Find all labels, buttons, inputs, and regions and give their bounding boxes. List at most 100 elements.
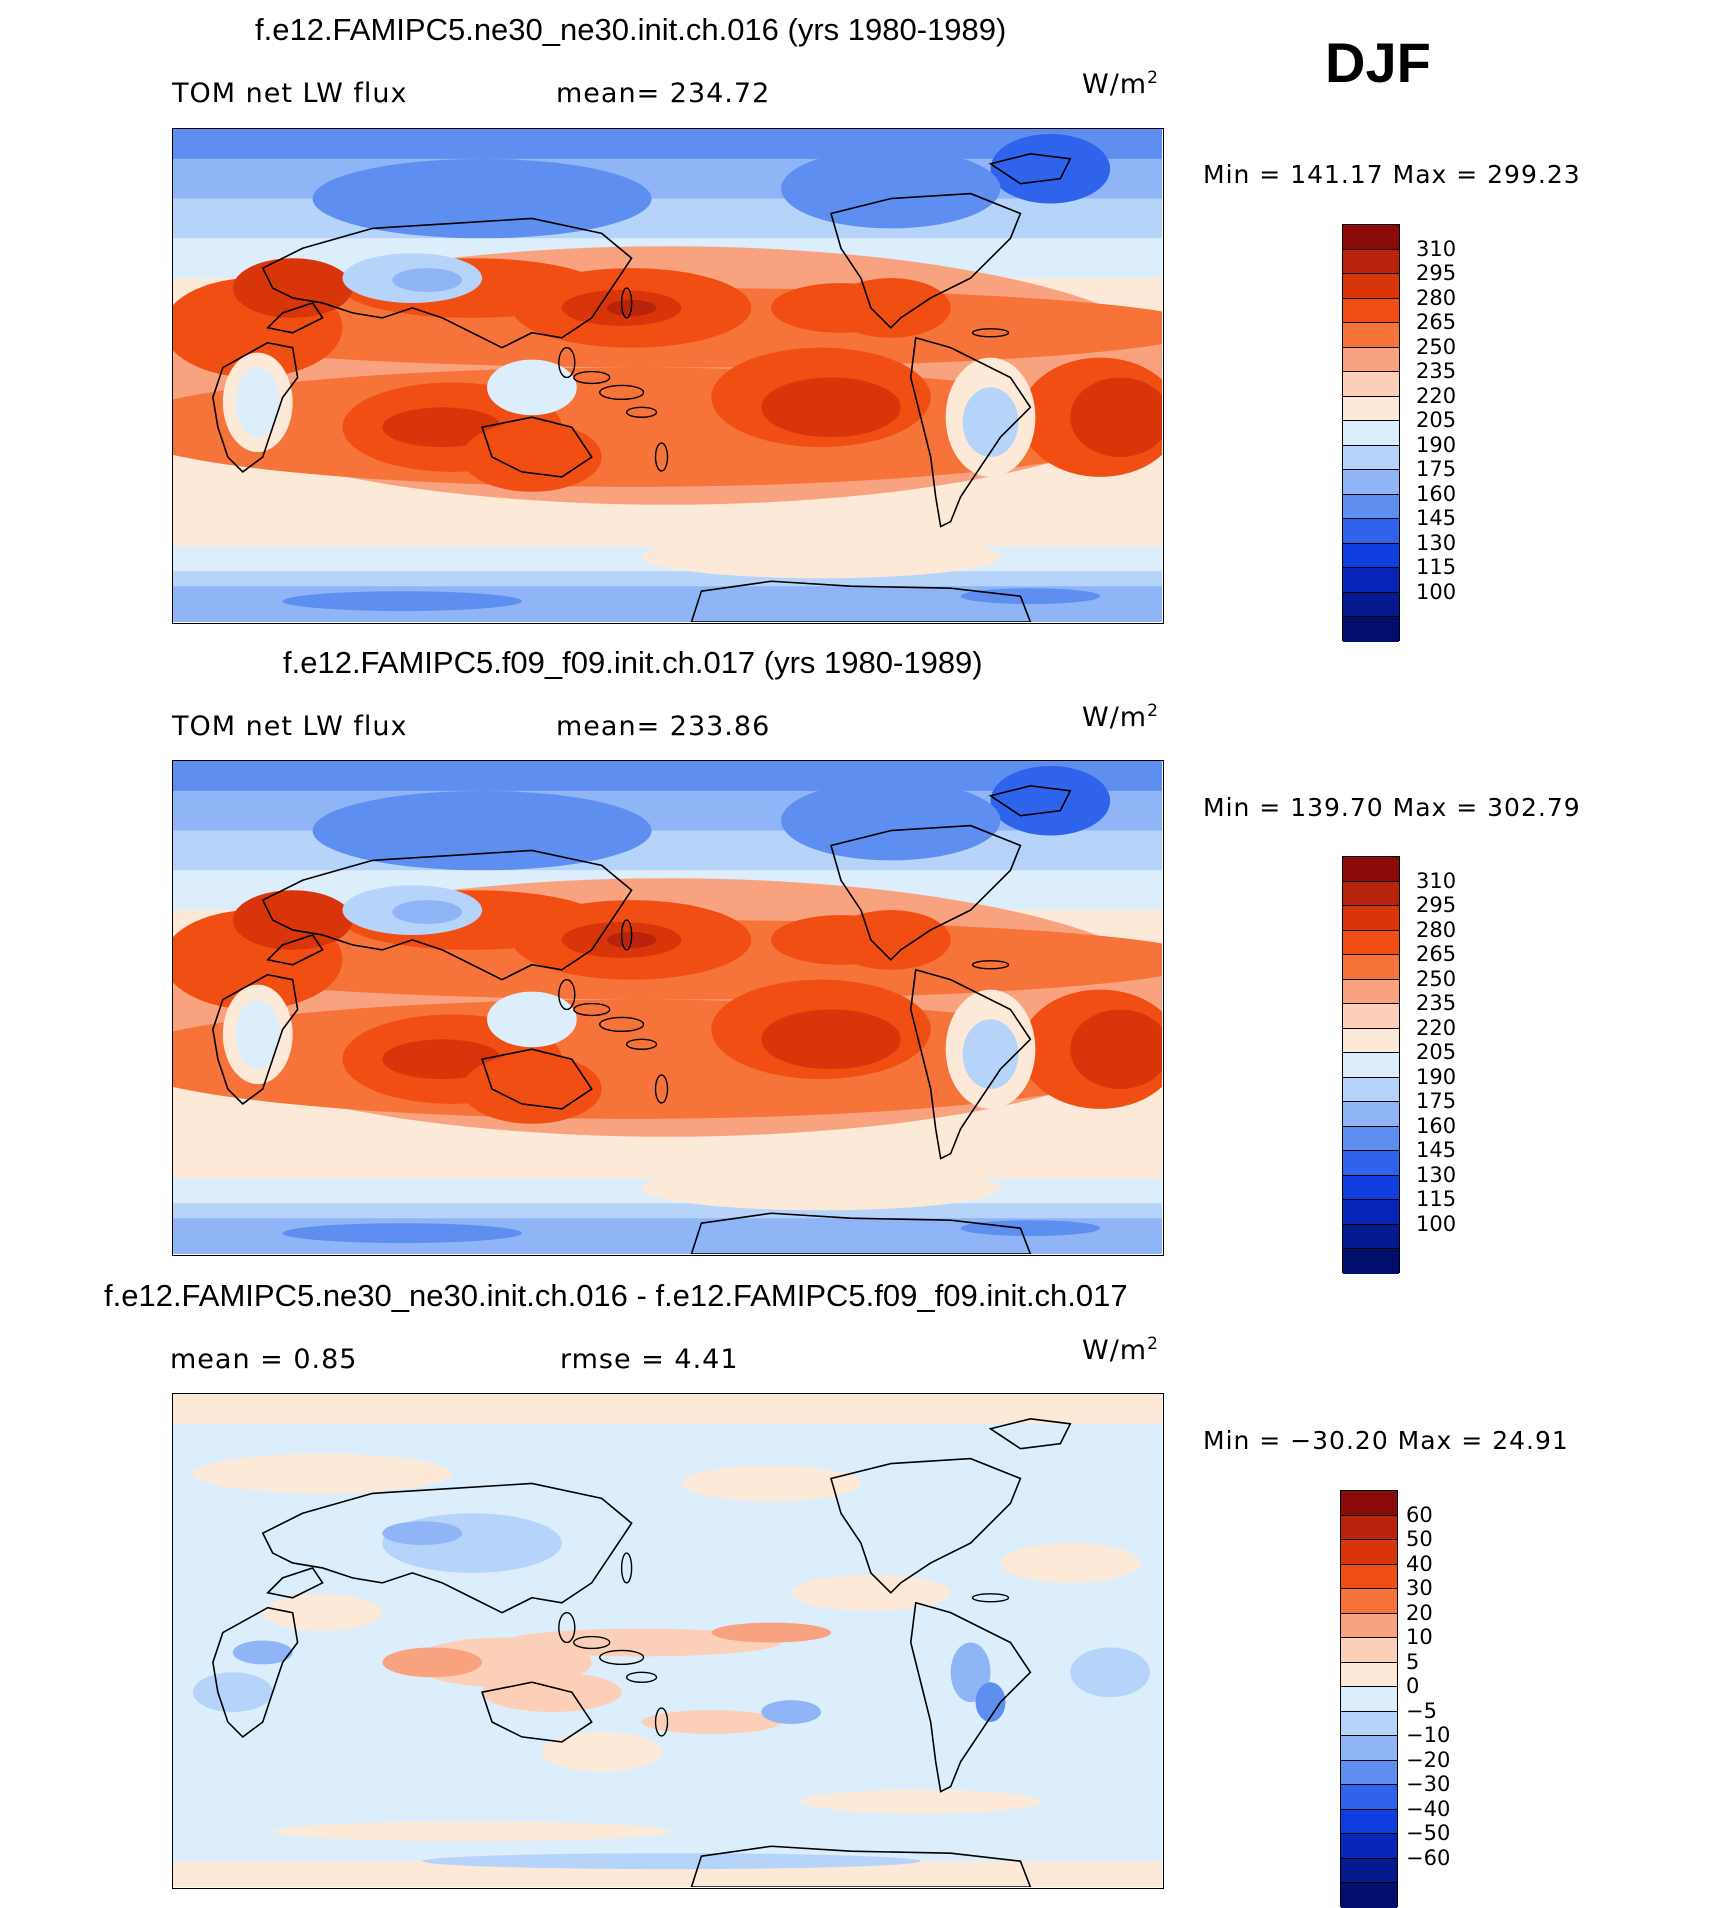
colorbar-box bbox=[1343, 1102, 1399, 1127]
colorbar-box bbox=[1343, 249, 1399, 274]
colorbar-box bbox=[1341, 1638, 1397, 1663]
field-plot bbox=[173, 761, 1162, 1254]
colorbar-tick-label: 205 bbox=[1416, 408, 1457, 432]
colorbar-tick-label: 235 bbox=[1416, 359, 1457, 383]
colorbar-tick-label: 250 bbox=[1416, 334, 1457, 359]
panel3-map bbox=[172, 1393, 1164, 1889]
colorbar-box bbox=[1341, 1540, 1397, 1565]
colorbar-box bbox=[1341, 1491, 1397, 1516]
colorbar-tick-label: −5 bbox=[1406, 1698, 1437, 1723]
panel1-variable: TOM net LW flux bbox=[172, 78, 408, 109]
colorbar-tick-label: 0 bbox=[1406, 1674, 1420, 1698]
colorbar-tick-label: 30 bbox=[1406, 1576, 1433, 1600]
colorbar-tick-label: 265 bbox=[1416, 942, 1457, 966]
colorbar-box bbox=[1343, 1126, 1399, 1151]
colorbar-tick-label: 160 bbox=[1416, 1113, 1457, 1138]
colorbar-tick-label: 280 bbox=[1416, 917, 1457, 942]
colorbar-box bbox=[1341, 1760, 1397, 1785]
colorbar-tick-label: 190 bbox=[1416, 1064, 1457, 1089]
colorbar-tick-label: 60 bbox=[1406, 1502, 1433, 1527]
colorbar-box bbox=[1343, 347, 1399, 372]
colorbar-tick-label: 40 bbox=[1406, 1551, 1433, 1576]
colorbar-box bbox=[1343, 470, 1399, 495]
panel1-map bbox=[172, 128, 1164, 624]
colorbar-box bbox=[1343, 519, 1399, 544]
colorbar-tick-label: 50 bbox=[1406, 1527, 1433, 1551]
colorbar-box bbox=[1341, 1858, 1397, 1883]
colorbar-tick-label: 310 bbox=[1416, 868, 1457, 893]
colorbar-tick-label: 280 bbox=[1416, 285, 1457, 310]
colorbar-tick-label: 295 bbox=[1416, 893, 1457, 917]
colorbar-tick-label: 130 bbox=[1416, 530, 1457, 555]
colorbar-box bbox=[1341, 1687, 1397, 1712]
colorbar-box bbox=[1341, 1883, 1397, 1908]
panel2-colorbar bbox=[1342, 856, 1400, 1274]
colorbar-tick-label: 20 bbox=[1406, 1600, 1433, 1625]
colorbar-box bbox=[1343, 906, 1399, 931]
panel2-title: f.e12.FAMIPC5.f09_f09.init.ch.017 (yrs 1… bbox=[283, 645, 983, 680]
panel1-title: f.e12.FAMIPC5.ne30_ne30.init.ch.016 (yrs… bbox=[255, 12, 1007, 47]
colorbar-box bbox=[1343, 323, 1399, 348]
colorbar-tick-label: −30 bbox=[1406, 1772, 1451, 1796]
colorbar-box bbox=[1343, 568, 1399, 593]
colorbar-box bbox=[1343, 1175, 1399, 1200]
colorbar-tick-label: 130 bbox=[1416, 1162, 1457, 1187]
colorbar-box bbox=[1343, 617, 1399, 642]
colorbar-tick-label: 115 bbox=[1416, 555, 1457, 579]
colorbar-box bbox=[1343, 955, 1399, 980]
panel3-rmse: rmse = 4.41 bbox=[560, 1344, 739, 1375]
colorbar-box bbox=[1343, 1077, 1399, 1102]
panel2-units: W/m2 bbox=[1082, 701, 1159, 733]
colorbar-tick-label: −40 bbox=[1406, 1796, 1451, 1821]
colorbar-tick-label: 5 bbox=[1406, 1649, 1420, 1674]
colorbar-box bbox=[1343, 930, 1399, 955]
colorbar-box bbox=[1343, 979, 1399, 1004]
colorbar-box bbox=[1341, 1662, 1397, 1687]
panel1-units: W/m2 bbox=[1082, 68, 1159, 100]
colorbar-box bbox=[1343, 225, 1399, 250]
colorbar-tick-label: 175 bbox=[1416, 457, 1457, 481]
panel3-units: W/m2 bbox=[1082, 1334, 1159, 1366]
colorbar-box bbox=[1343, 274, 1399, 299]
colorbar-box bbox=[1341, 1564, 1397, 1589]
colorbar-box bbox=[1343, 1004, 1399, 1029]
colorbar-tick-label: 100 bbox=[1416, 1211, 1457, 1236]
colorbar-box bbox=[1343, 1053, 1399, 1078]
colorbar-tick-label: 205 bbox=[1416, 1040, 1457, 1064]
colorbar-box bbox=[1341, 1785, 1397, 1810]
field-plot bbox=[173, 129, 1162, 622]
colorbar-box bbox=[1341, 1589, 1397, 1614]
colorbar-box bbox=[1341, 1834, 1397, 1859]
colorbar-tick-label: 10 bbox=[1406, 1625, 1433, 1649]
panel1-colorbar bbox=[1342, 224, 1400, 642]
colorbar-tick-label: 235 bbox=[1416, 991, 1457, 1015]
colorbar-box bbox=[1341, 1736, 1397, 1761]
colorbar-box bbox=[1343, 421, 1399, 446]
colorbar-tick-label: 190 bbox=[1416, 432, 1457, 457]
colorbar-tick-label: 220 bbox=[1416, 383, 1457, 408]
field-plot bbox=[173, 1394, 1162, 1887]
colorbar-box bbox=[1343, 1249, 1399, 1274]
colorbar-box bbox=[1343, 857, 1399, 882]
colorbar-tick-label: 115 bbox=[1416, 1187, 1457, 1211]
panel1-minmax: Min = 141.17 Max = 299.23 bbox=[1203, 160, 1581, 189]
panel2-minmax: Min = 139.70 Max = 302.79 bbox=[1203, 793, 1581, 822]
colorbar-box bbox=[1343, 1028, 1399, 1053]
colorbar-tick-label: 145 bbox=[1416, 1138, 1457, 1162]
panel2-map bbox=[172, 760, 1164, 1256]
colorbar-tick-label: 175 bbox=[1416, 1089, 1457, 1113]
colorbar-box bbox=[1341, 1711, 1397, 1736]
season-label: DJF bbox=[1325, 31, 1431, 94]
panel1-mean: mean= 234.72 bbox=[556, 78, 771, 109]
colorbar-box bbox=[1343, 298, 1399, 323]
colorbar-tick-label: −10 bbox=[1406, 1723, 1451, 1747]
colorbar-tick-label: 220 bbox=[1416, 1015, 1457, 1040]
colorbar-tick-label: 100 bbox=[1416, 579, 1457, 604]
colorbar-box bbox=[1343, 881, 1399, 906]
colorbar-box bbox=[1343, 445, 1399, 470]
panel3-colorbar bbox=[1340, 1490, 1398, 1908]
colorbar-box bbox=[1343, 1151, 1399, 1176]
colorbar-box bbox=[1343, 372, 1399, 397]
colorbar-box bbox=[1341, 1515, 1397, 1540]
colorbar-box bbox=[1341, 1809, 1397, 1834]
